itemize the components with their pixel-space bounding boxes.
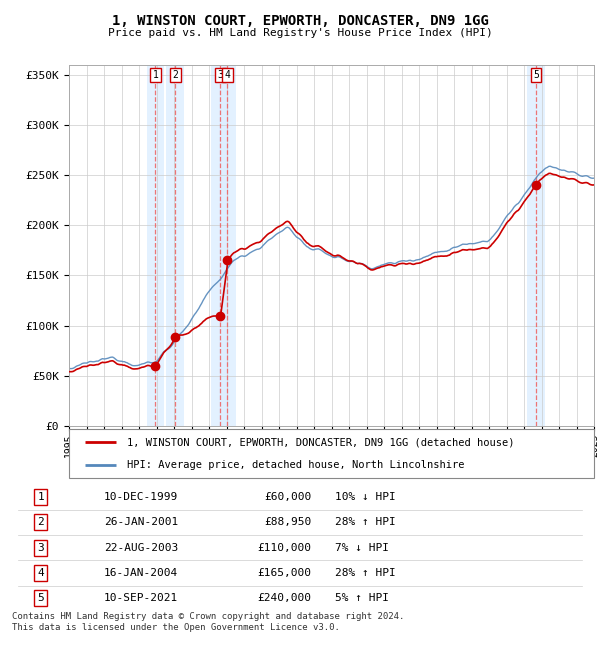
Text: 1: 1 [152, 70, 158, 80]
Text: Contains HM Land Registry data © Crown copyright and database right 2024.
This d: Contains HM Land Registry data © Crown c… [12, 612, 404, 632]
Bar [218, 65, 236, 426]
Text: 5: 5 [533, 70, 539, 80]
Text: £60,000: £60,000 [264, 492, 311, 502]
Text: 3: 3 [217, 70, 223, 80]
Text: 22-AUG-2003: 22-AUG-2003 [104, 543, 178, 552]
Text: 2: 2 [172, 70, 178, 80]
Text: £165,000: £165,000 [257, 568, 311, 578]
Text: Price paid vs. HM Land Registry's House Price Index (HPI): Price paid vs. HM Land Registry's House … [107, 27, 493, 38]
Text: 26-JAN-2001: 26-JAN-2001 [104, 517, 178, 527]
Text: 10-DEC-1999: 10-DEC-1999 [104, 492, 178, 502]
Text: 28% ↑ HPI: 28% ↑ HPI [335, 568, 395, 578]
Text: 10-SEP-2021: 10-SEP-2021 [104, 593, 178, 603]
Text: 5: 5 [37, 593, 44, 603]
Text: 5% ↑ HPI: 5% ↑ HPI [335, 593, 389, 603]
Text: 10% ↓ HPI: 10% ↓ HPI [335, 492, 395, 502]
Text: HPI: Average price, detached house, North Lincolnshire: HPI: Average price, detached house, Nort… [127, 460, 464, 469]
Text: £110,000: £110,000 [257, 543, 311, 552]
Text: 1, WINSTON COURT, EPWORTH, DONCASTER, DN9 1GG: 1, WINSTON COURT, EPWORTH, DONCASTER, DN… [112, 14, 488, 29]
Bar [147, 65, 164, 426]
Bar [211, 65, 229, 426]
Text: 7% ↓ HPI: 7% ↓ HPI [335, 543, 389, 552]
Text: 28% ↑ HPI: 28% ↑ HPI [335, 517, 395, 527]
Bar [527, 65, 545, 426]
Bar [166, 65, 184, 426]
Text: £240,000: £240,000 [257, 593, 311, 603]
FancyBboxPatch shape [69, 429, 594, 478]
Text: 3: 3 [37, 543, 44, 552]
Text: 1, WINSTON COURT, EPWORTH, DONCASTER, DN9 1GG (detached house): 1, WINSTON COURT, EPWORTH, DONCASTER, DN… [127, 437, 514, 447]
Text: 4: 4 [224, 70, 230, 80]
Text: 16-JAN-2004: 16-JAN-2004 [104, 568, 178, 578]
Text: 2: 2 [37, 517, 44, 527]
Text: 4: 4 [37, 568, 44, 578]
Text: 1: 1 [37, 492, 44, 502]
Text: £88,950: £88,950 [264, 517, 311, 527]
